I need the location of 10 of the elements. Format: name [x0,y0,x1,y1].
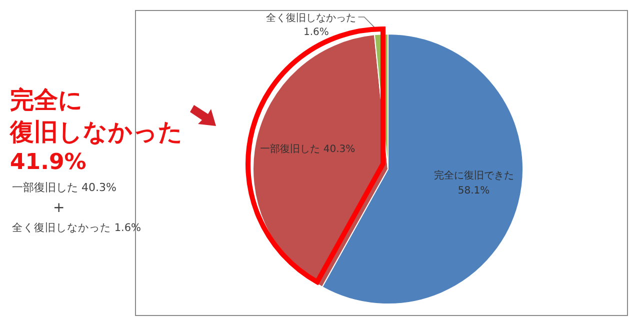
text: + [53,200,65,217]
slice-label: 一部復旧した 40.3% [260,143,356,155]
slice-label: 完全に復旧できた [434,170,514,182]
data-label: 58.1% [458,186,490,197]
data-label: 1.6% [304,27,329,38]
text: 復旧しなかった [10,118,183,147]
slice-label: 全く復旧しなかった [266,12,356,24]
text: 一部復旧した 40.3% [12,181,116,194]
text: 41.9% [10,150,86,176]
text: 完全に [10,86,83,115]
